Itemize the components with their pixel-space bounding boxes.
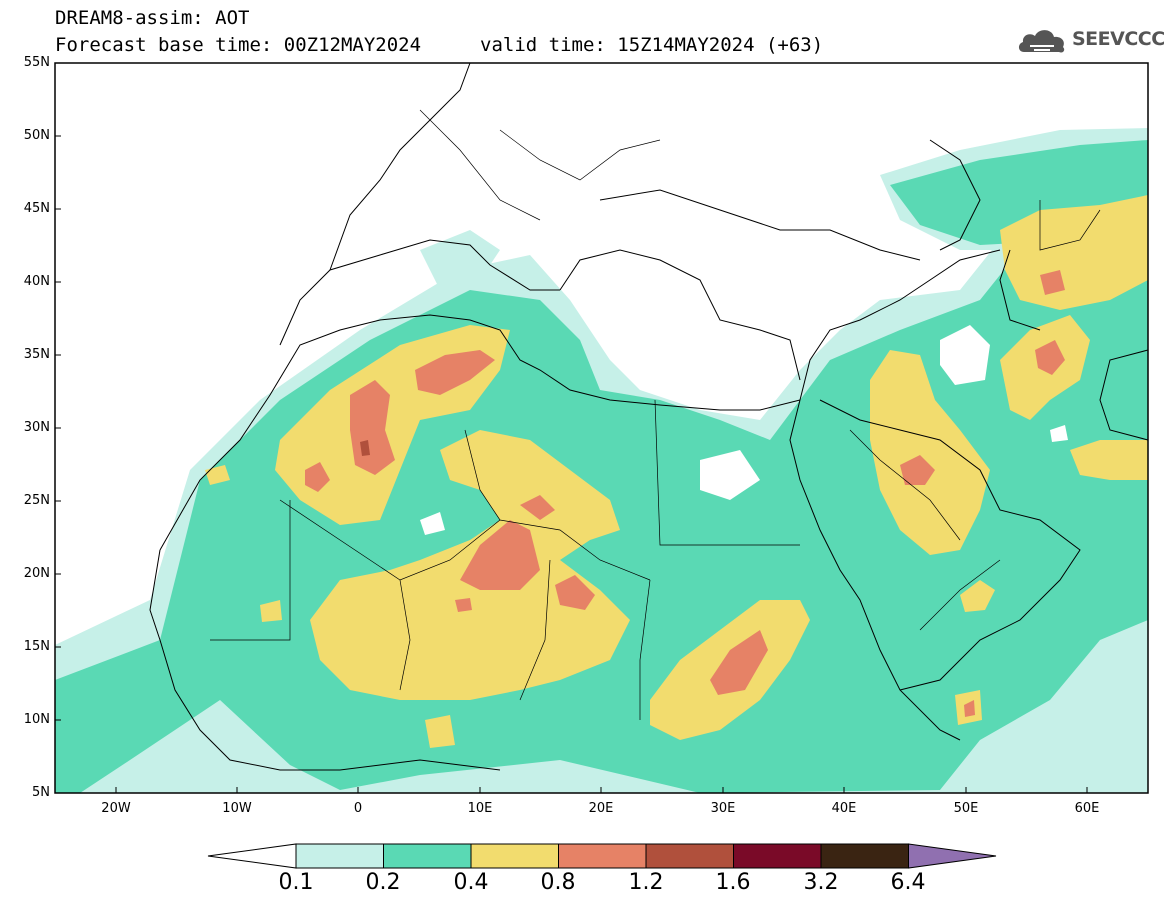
base-time-text: Forecast base time: 00Z12MAY2024 [55, 34, 422, 56]
lat-label: 20N [23, 566, 50, 581]
lat-label: 45N [23, 201, 50, 216]
colorbar-bin-3-2 [820, 843, 909, 869]
colorbar-under-arrow [207, 843, 297, 869]
lat-ticks [55, 135, 61, 721]
lon-label: 20E [588, 801, 614, 816]
lon-label: 30E [710, 801, 736, 816]
colorbar [207, 843, 997, 869]
lat-label: 10N [23, 712, 50, 727]
lon-label: 20W [101, 801, 131, 816]
country-borders [210, 109, 1101, 720]
colorbar-label: 0.2 [365, 870, 401, 895]
map-title: DREAM8-assim: AOT [55, 7, 250, 29]
colorbar-label: 6.4 [890, 870, 926, 895]
colorbar-bin-0-4 [470, 843, 559, 869]
valid-time-text: valid time: 15Z14MAY2024 (+63) [480, 34, 824, 56]
lon-label: 60E [1074, 801, 1100, 816]
lon-label: 10W [222, 801, 252, 816]
colorbar-label: 0.1 [278, 870, 314, 895]
cloud-icon [1018, 30, 1065, 53]
coastlines [149, 63, 1148, 771]
lat-label: 15N [23, 639, 50, 654]
lon-label: 50E [953, 801, 979, 816]
aot-field [55, 63, 1148, 793]
lon-ticks [115, 787, 1088, 793]
lat-label: 30N [23, 420, 50, 435]
logo-text: SEEVCCC [1072, 28, 1165, 50]
aot-clear-areas [420, 325, 1068, 535]
aot-level-0-8 [305, 270, 1065, 717]
colorbar-label: 1.2 [628, 870, 664, 895]
forecast-base-time: Forecast base time: 00Z12MAY2024 valid ti… [55, 34, 823, 56]
aot-level-1-2 [360, 440, 370, 456]
colorbar-bin-1-6 [733, 843, 822, 869]
lon-label: 0 [353, 801, 363, 816]
colorbar-label: 0.4 [453, 870, 489, 895]
lat-label: 35N [23, 347, 50, 362]
lat-label: 40N [23, 274, 50, 289]
lat-label: 25N [23, 493, 50, 508]
seevccc-logo: SEEVCCC [1016, 24, 1165, 58]
colorbar-over-arrow [908, 843, 997, 869]
colorbar-label: 1.6 [715, 870, 751, 895]
colorbar-bin-0-1 [295, 843, 384, 869]
lat-label: 50N [23, 128, 50, 143]
colorbar-label: 0.8 [540, 870, 576, 895]
colorbar-label: 3.2 [803, 870, 839, 895]
lon-label: 10E [467, 801, 493, 816]
lon-label: 40E [831, 801, 857, 816]
colorbar-bin-0-8 [558, 843, 647, 869]
colorbar-bin-0-2 [383, 843, 472, 869]
colorbar-bin-1-2 [645, 843, 734, 869]
lat-label: 55N [23, 55, 50, 70]
lat-label: 5N [32, 785, 50, 800]
